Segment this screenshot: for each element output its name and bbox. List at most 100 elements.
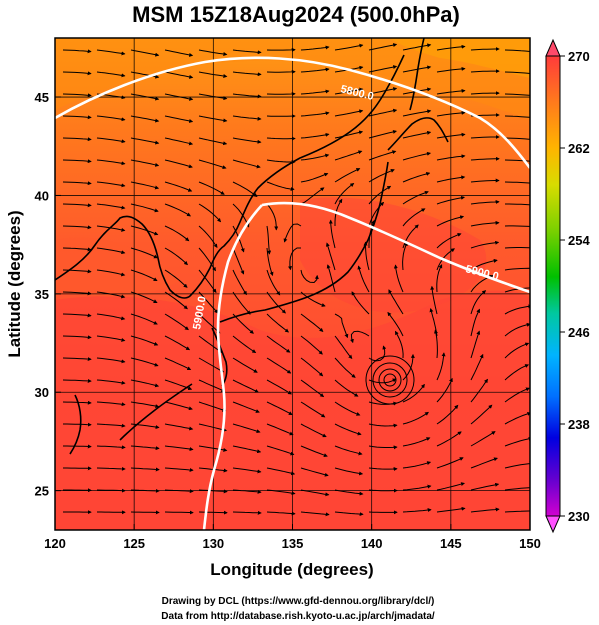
streamline (436, 66, 466, 73)
streamline (130, 423, 160, 430)
streamline (198, 269, 217, 293)
streamline (368, 185, 392, 205)
streamline (504, 342, 530, 359)
streamline (63, 444, 92, 449)
x-tick-label: 145 (440, 536, 462, 551)
streamline (130, 269, 158, 282)
streamline (266, 489, 296, 496)
contour-5800 (55, 56, 530, 169)
streamline (96, 137, 126, 144)
coast-taiwan (69, 394, 82, 455)
colorbar-tick-label: 254 (568, 233, 590, 248)
streamline (402, 461, 432, 469)
streamline (334, 168, 361, 183)
streamline (232, 137, 262, 144)
streamline (130, 115, 160, 123)
streamline (402, 109, 432, 117)
streamline (504, 245, 530, 250)
streamline (300, 489, 330, 497)
streamline (402, 437, 431, 447)
streamline (198, 181, 225, 195)
streamline (470, 91, 500, 96)
contour-label-5900-west: 5900.0 (191, 295, 209, 330)
streamline (470, 482, 500, 491)
streamline (334, 43, 364, 51)
streamline (504, 461, 530, 469)
streamline (402, 130, 432, 139)
streamline (504, 364, 530, 381)
streamline (357, 265, 370, 293)
streamline (387, 311, 404, 337)
streamline (363, 241, 370, 271)
streamline (232, 313, 254, 334)
streamline (505, 202, 530, 207)
streamline (130, 203, 159, 213)
streamline (198, 203, 222, 223)
x-tick-label: 120 (44, 536, 66, 551)
x-tick-label: 125 (123, 536, 145, 551)
streamline (198, 49, 228, 56)
streamline (96, 466, 126, 471)
streamline (232, 423, 261, 434)
orange-patch-west (55, 237, 180, 297)
streamline (62, 203, 92, 208)
streamline (368, 169, 395, 183)
streamline (232, 247, 245, 275)
coast-hokkaido (387, 117, 449, 151)
streamline (130, 71, 160, 79)
streamline (164, 291, 188, 310)
streamline (334, 445, 363, 456)
streamline (300, 357, 324, 377)
streamline (198, 225, 218, 248)
streamline (334, 489, 364, 496)
streamline (328, 219, 336, 249)
streamline (470, 47, 500, 51)
streamline (334, 87, 364, 95)
streamline (368, 466, 398, 471)
streamline (402, 65, 432, 73)
streamline (436, 233, 462, 249)
streamline (334, 511, 364, 517)
x-tick-label: 150 (519, 536, 541, 551)
streamline (470, 240, 500, 249)
streamline (62, 115, 92, 120)
gridlines (55, 38, 530, 530)
y-axis-label: Latitude (degrees) (5, 210, 24, 357)
streamline (164, 269, 188, 288)
streamline (504, 159, 530, 164)
streamline (300, 291, 326, 307)
streamline (266, 247, 274, 277)
streamline (62, 357, 92, 362)
streamline (130, 159, 160, 167)
streamline (164, 423, 194, 431)
streamline (504, 49, 530, 54)
streamline (130, 49, 160, 57)
streamline (470, 258, 498, 271)
streamline (96, 181, 126, 188)
streamline (232, 71, 262, 77)
streamline (436, 457, 464, 469)
streamline (266, 136, 296, 141)
streamline (288, 247, 301, 271)
coast-ryukyu (119, 383, 193, 441)
streamline (368, 87, 398, 95)
streamline (266, 379, 292, 395)
streamline (130, 313, 158, 325)
streamline (470, 135, 500, 139)
streamline (96, 115, 126, 122)
streamline (402, 411, 429, 425)
streamline (232, 49, 262, 55)
streamline (300, 111, 330, 117)
streamline (504, 266, 530, 271)
red-patch-central (300, 197, 487, 313)
contour-5900-west (202, 204, 263, 530)
streamline (266, 159, 296, 164)
streamline (436, 431, 462, 447)
streamline (300, 445, 328, 457)
streamline (164, 93, 194, 101)
streamline (62, 400, 92, 405)
cyclone-ring (372, 362, 408, 398)
streamline (436, 44, 466, 51)
streamline (62, 181, 92, 186)
streamline (334, 313, 349, 339)
